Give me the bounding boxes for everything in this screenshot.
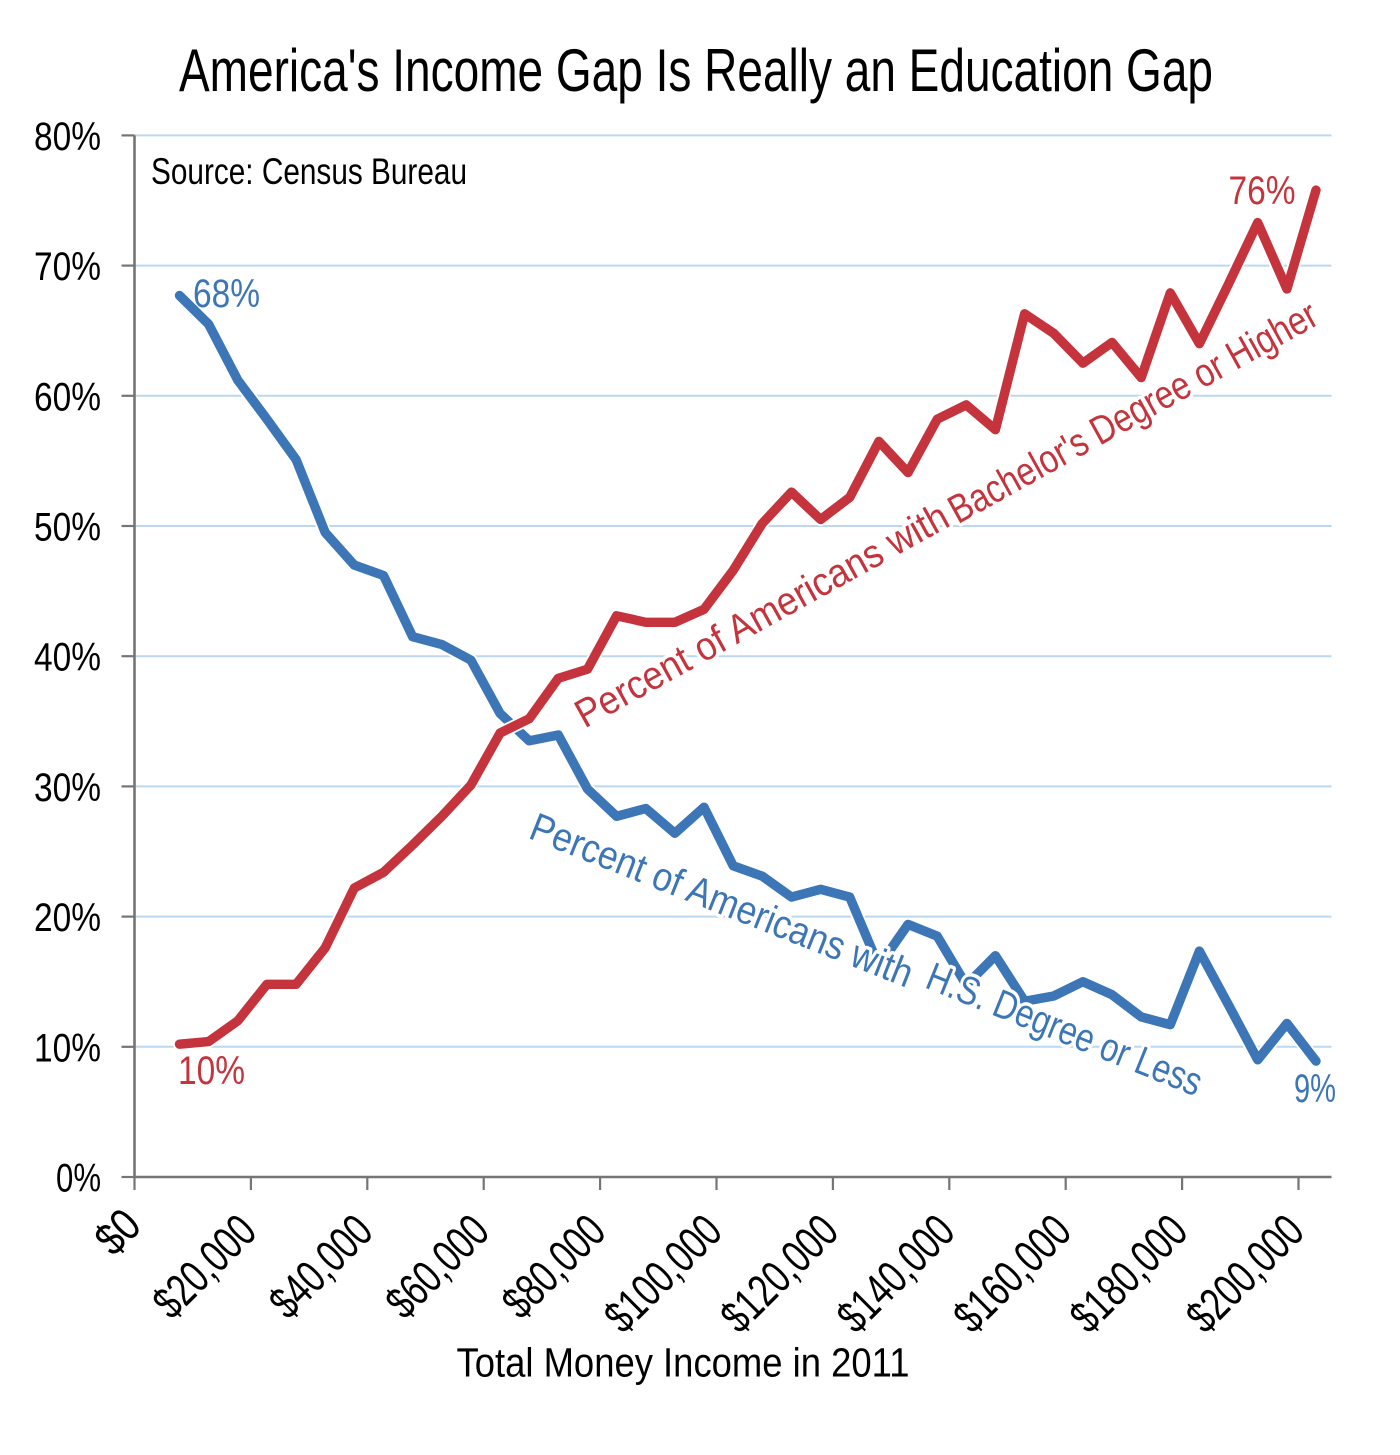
- svg-text:9%: 9%: [1294, 1067, 1336, 1111]
- svg-text:50%: 50%: [34, 506, 101, 550]
- svg-text:10%: 10%: [34, 1026, 101, 1070]
- svg-text:America's Income Gap Is Really: America's Income Gap Is Really an Educat…: [179, 37, 1213, 104]
- svg-text:40%: 40%: [34, 636, 101, 680]
- svg-text:76%: 76%: [1229, 169, 1296, 213]
- svg-text:80%: 80%: [34, 115, 101, 159]
- svg-text:Total Money Income in 2011: Total Money Income in 2011: [457, 1339, 910, 1385]
- svg-text:Source: Census Bureau: Source: Census Bureau: [151, 151, 467, 192]
- svg-text:10%: 10%: [178, 1049, 245, 1093]
- svg-text:68%: 68%: [193, 272, 260, 316]
- svg-text:0%: 0%: [56, 1157, 101, 1201]
- svg-text:70%: 70%: [34, 245, 101, 289]
- svg-text:30%: 30%: [34, 766, 101, 810]
- svg-text:60%: 60%: [34, 375, 101, 419]
- svg-text:20%: 20%: [34, 896, 101, 940]
